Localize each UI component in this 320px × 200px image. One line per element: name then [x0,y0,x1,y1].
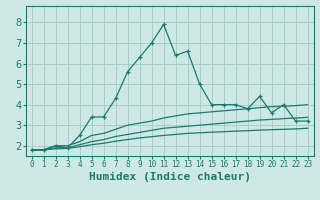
X-axis label: Humidex (Indice chaleur): Humidex (Indice chaleur) [89,172,251,182]
